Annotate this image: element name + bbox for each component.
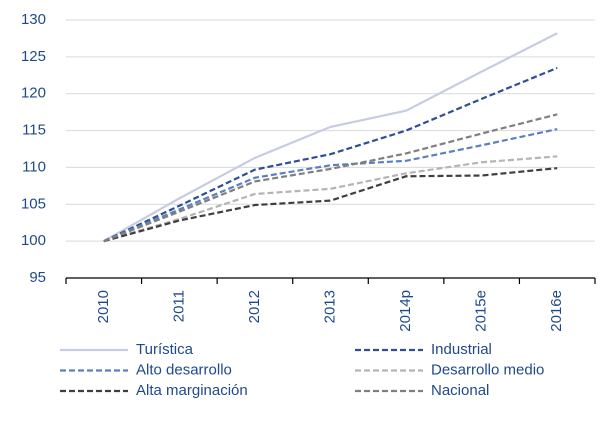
legend-label: Industrial — [431, 341, 492, 358]
x-tick-label: 2011 — [170, 290, 187, 322]
legend-label: Turística — [136, 341, 194, 358]
y-tick-label: 105 — [21, 195, 46, 212]
x-tick-label: 2012 — [246, 290, 263, 323]
legend-label: Desarrollo medio — [431, 361, 544, 378]
x-tick-label: 2015e — [473, 290, 490, 332]
legend-label: Alta marginación — [136, 382, 248, 399]
y-tick-label: 110 — [22, 158, 46, 175]
y-tick-label: 115 — [22, 122, 46, 139]
y-tick-label: 100 — [21, 232, 46, 249]
line-series — [103, 155, 558, 243]
x-tick-label: 2010 — [95, 290, 112, 323]
legend-label: Alto desarrollo — [136, 361, 232, 378]
line-series — [103, 128, 558, 243]
legend-label: Nacional — [431, 382, 489, 399]
line-series — [103, 32, 558, 243]
y-tick-label: 120 — [21, 85, 46, 102]
x-tick-label: 2014p — [397, 290, 414, 332]
x-tick-label: 2016e — [548, 290, 565, 332]
x-tick-label: 2013 — [321, 290, 338, 323]
line-series — [103, 66, 558, 243]
y-tick-label: 125 — [21, 48, 46, 65]
line-series — [103, 113, 558, 243]
y-tick-label: 130 — [21, 11, 46, 28]
y-tick-label: 95 — [29, 269, 46, 286]
